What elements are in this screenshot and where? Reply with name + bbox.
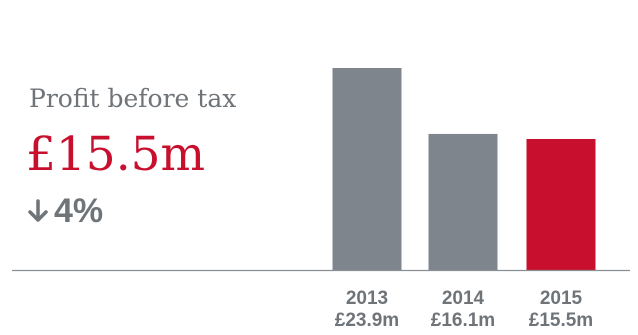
arrow-down-icon [28, 198, 48, 222]
value-label: £15.5m [529, 310, 593, 331]
bar-2014 [428, 133, 498, 270]
bar-2013 [332, 68, 402, 270]
bar-2015 [526, 138, 596, 270]
category-label: 2013 [346, 288, 388, 309]
kpi-label: Profit before tax [29, 84, 237, 113]
value-label: £16.1m [431, 310, 495, 331]
value-label: £23.9m [335, 310, 399, 331]
kpi-change: 4% [28, 194, 103, 228]
category-label: 2015 [540, 288, 583, 309]
kpi-change-value: 4% [54, 192, 104, 230]
kpi-value: £15.5m [26, 127, 206, 182]
category-label: 2014 [442, 288, 485, 309]
